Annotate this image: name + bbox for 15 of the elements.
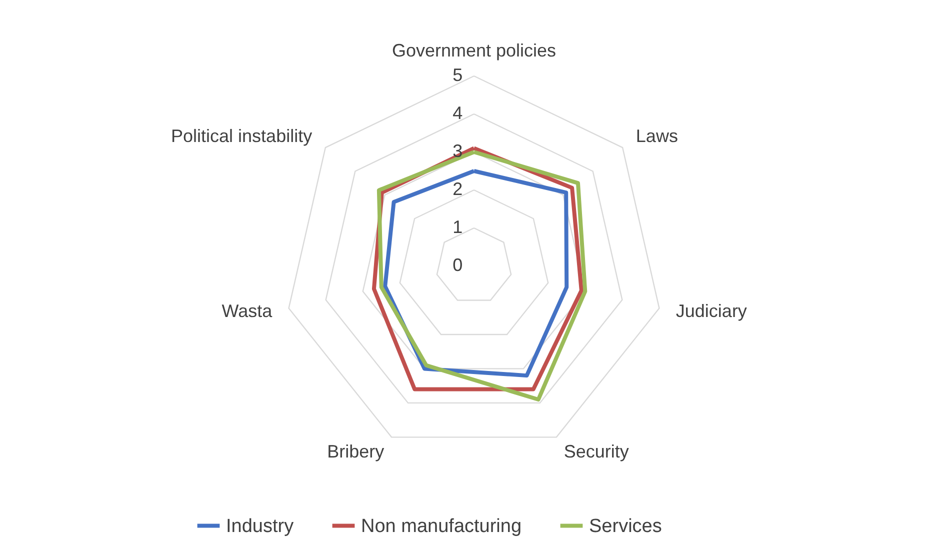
legend-label: Industry: [226, 516, 294, 537]
spoke-label: Judiciary: [676, 301, 747, 322]
spoke-label: Wasta: [222, 301, 274, 322]
y-tick-label: 2: [452, 179, 463, 199]
legend-label: Services: [589, 516, 662, 537]
y-tick-label: 4: [452, 103, 463, 123]
y-tick-label: 5: [452, 65, 463, 85]
spoke-label: Bribery: [327, 442, 384, 462]
spoke-label: Security: [564, 442, 629, 462]
y-tick-label: 1: [452, 217, 463, 237]
spoke-label: Government policies: [392, 40, 556, 60]
spoke-label: Laws: [636, 126, 678, 146]
y-tick-label: 0: [452, 255, 463, 275]
legend-label: Non manufacturing: [361, 516, 522, 537]
spoke-label: Political instability: [171, 126, 312, 146]
